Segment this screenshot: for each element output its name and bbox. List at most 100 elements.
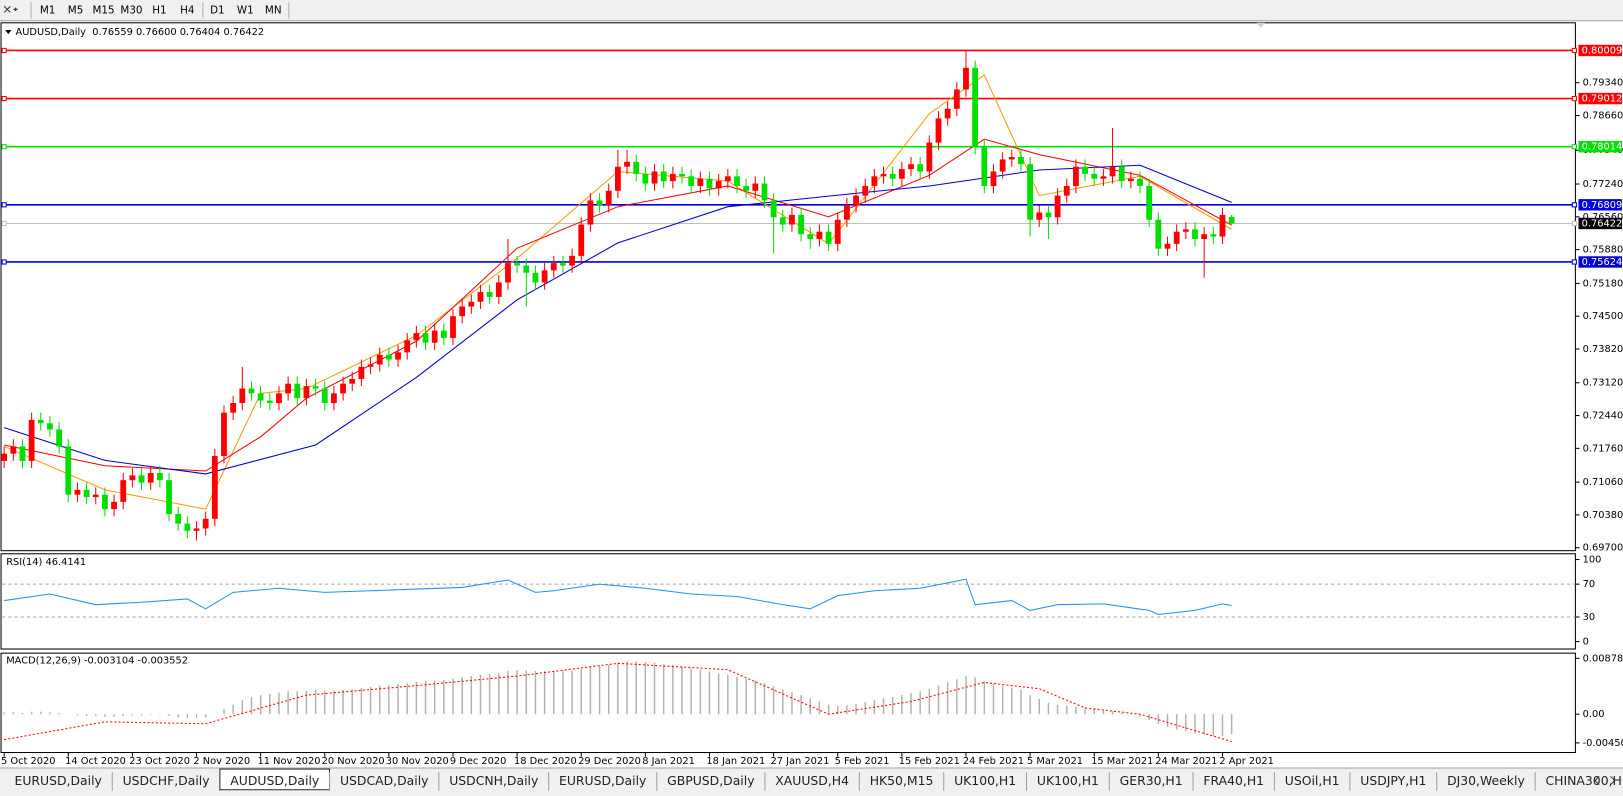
chart-header: AUDUSD,Daily 0.76559 0.76600 0.76404 0.76… — [16, 27, 265, 38]
chart-tab[interactable]: USOil,H1 — [1285, 773, 1340, 788]
date-label: 8 Jan 2021 — [642, 756, 695, 767]
level-handle[interactable] — [1571, 144, 1577, 150]
macd-panel — [0, 652, 1576, 754]
candle-body — [385, 354, 392, 360]
timeframe-button[interactable]: W1 — [237, 4, 254, 16]
level-handle[interactable] — [1571, 95, 1577, 102]
candle-body — [138, 475, 145, 483]
level-handle[interactable] — [1, 202, 7, 208]
candle-body — [147, 472, 154, 483]
level-handle[interactable] — [1, 259, 7, 265]
candle-body — [569, 255, 575, 266]
candle-body — [1210, 234, 1217, 237]
candle-body — [779, 217, 786, 225]
candle-body — [834, 219, 841, 244]
candle-body — [495, 282, 502, 297]
candle-body — [1036, 212, 1043, 220]
candle-body — [83, 489, 90, 498]
candle-body — [10, 446, 17, 454]
candle-body — [541, 270, 548, 283]
date-label: 27 Jan 2021 — [771, 756, 830, 767]
price-tick-label: 0.77240 — [1583, 179, 1623, 190]
timeframe-button[interactable]: H4 — [180, 4, 194, 16]
candle-body — [715, 181, 722, 189]
timeframe-button[interactable]: D1 — [210, 4, 225, 16]
tab-scroll[interactable] — [1594, 775, 1616, 785]
shift-marker — [1256, 22, 1265, 28]
candle-body — [926, 142, 933, 172]
candle-body — [505, 263, 511, 283]
chart-tab[interactable]: DJ30,Weekly — [1447, 773, 1525, 788]
level-handle[interactable] — [1, 220, 7, 227]
date-label: 5 Oct 2020 — [1, 756, 56, 767]
candle-body — [1127, 178, 1134, 182]
date-label: 2 Apr 2021 — [1219, 756, 1274, 767]
timeframe-button[interactable]: M30 — [120, 4, 142, 16]
chart-tab[interactable]: USDCNH,Daily — [449, 773, 538, 788]
candle-body — [367, 364, 374, 367]
date-label: 9 Dec 2020 — [450, 756, 507, 767]
candle-body — [1228, 216, 1235, 224]
candle-body — [660, 171, 667, 182]
candle-body — [404, 340, 411, 353]
main-panel — [0, 22, 1576, 552]
candle-body — [340, 383, 346, 394]
toolbar-icon[interactable] — [3, 5, 18, 13]
chart-tab[interactable]: HK50,M15 — [870, 773, 934, 788]
chart-tab[interactable]: USDCHF,Daily — [123, 773, 210, 788]
candle-body — [724, 176, 731, 182]
chart-tab[interactable]: GBPUSD,Daily — [667, 773, 754, 788]
date-label: 23 Oct 2020 — [129, 756, 190, 767]
level-handle[interactable] — [1, 47, 7, 54]
level-label: 0.75624 — [1582, 257, 1623, 268]
chart-tab[interactable]: UK100,H1 — [954, 773, 1016, 788]
candle-body — [1073, 166, 1079, 186]
candle-body — [633, 161, 640, 174]
macd-title: MACD(12,26,9) -0.003104 -0.003552 — [6, 655, 188, 666]
date-label: 15 Mar 2021 — [1091, 756, 1153, 767]
chart-tab[interactable]: UK100,H1 — [1037, 773, 1099, 788]
candle-body — [825, 231, 832, 244]
chart-tab[interactable]: EURUSD,Daily — [14, 773, 101, 788]
chart-tab[interactable]: XAUUSD,H4 — [775, 773, 849, 788]
timeframe-button[interactable]: H1 — [152, 4, 166, 16]
candle-body — [1164, 243, 1171, 249]
level-handle[interactable] — [1571, 220, 1577, 227]
candle-body — [37, 419, 44, 424]
timeframe-button[interactable]: MN — [265, 4, 282, 16]
candle-body — [898, 169, 905, 179]
chart-tab[interactable]: EURUSD,Daily — [559, 773, 646, 788]
level-handle[interactable] — [1571, 47, 1577, 54]
timeframe-button[interactable]: M15 — [92, 4, 114, 16]
chart-tab[interactable]: GER30,H1 — [1120, 773, 1183, 788]
candle-body — [789, 214, 795, 225]
level-handle[interactable] — [1, 95, 7, 102]
date-label: 5 Mar 2021 — [1027, 756, 1083, 767]
chart-tab[interactable]: CHINA300,H1 — [1546, 773, 1623, 788]
candle-body — [486, 292, 493, 297]
price-tick-label: 0.73120 — [1583, 378, 1623, 389]
timeframe-button[interactable]: M1 — [40, 4, 56, 16]
candle-body — [734, 176, 740, 186]
chart-tab[interactable]: FRA40,H1 — [1203, 773, 1264, 788]
level-handle[interactable] — [1571, 259, 1577, 265]
candle-body — [1109, 166, 1116, 177]
macd-tick-label: 0.00 — [1583, 709, 1605, 720]
candle-body — [285, 383, 292, 394]
symbol-title: AUDUSD,Daily — [16, 27, 87, 38]
candle-body — [1054, 195, 1061, 218]
level-handle[interactable] — [1571, 202, 1577, 208]
chart-tab[interactable]: USDJPY,H1 — [1360, 773, 1426, 788]
timeframe-button[interactable]: M5 — [68, 4, 84, 16]
price-tick-label: 0.71060 — [1583, 477, 1623, 488]
price-tick-label: 0.72440 — [1583, 411, 1623, 422]
candle-body — [120, 480, 127, 502]
rsi-tick-label: 0 — [1583, 637, 1589, 648]
chart-tab[interactable]: AUDUSD,Daily — [230, 773, 319, 788]
chart-tab[interactable]: USDCAD,Daily — [340, 773, 429, 788]
level-label-box — [1578, 199, 1622, 211]
macd-signal — [4, 662, 1232, 743]
level-handle[interactable] — [1, 144, 7, 150]
candle-body — [111, 501, 117, 510]
